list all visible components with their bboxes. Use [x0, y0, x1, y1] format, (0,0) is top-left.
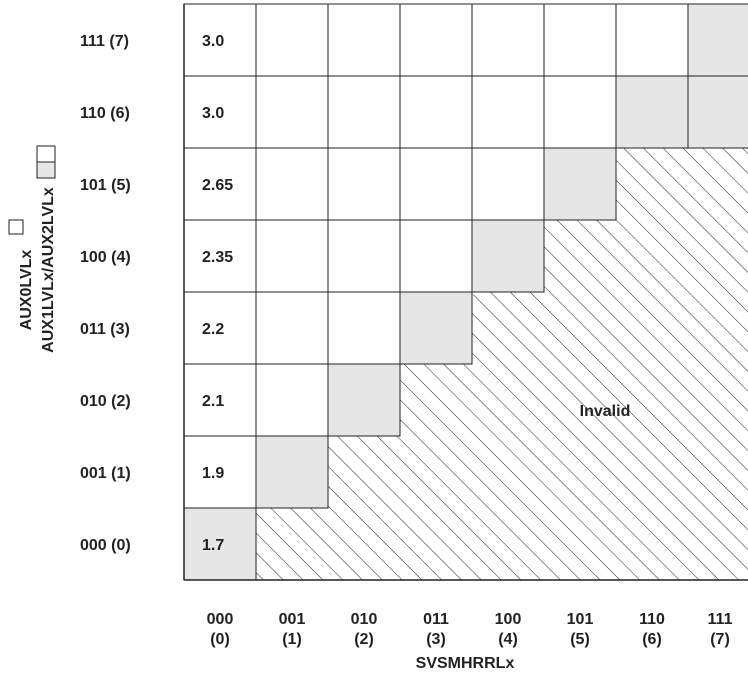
- grid-cell-r7-c4: [471, 3, 545, 77]
- col-code-5: 101: [567, 611, 594, 628]
- grid-cell-r1-c1: [255, 435, 329, 509]
- grid-cell-r4-c0: [183, 219, 257, 293]
- row-label-0: 000 (0): [80, 537, 131, 554]
- row-label-1: 001 (1): [80, 465, 131, 482]
- grid-cell-r4-c3: [399, 219, 473, 293]
- col-index-0: (0): [210, 631, 230, 648]
- cell-value-5: 2.65: [202, 177, 233, 194]
- cell-value-0: 1.7: [202, 537, 224, 554]
- grid-cell-r5-c0: [183, 147, 257, 221]
- aux2-box-icon: [36, 161, 56, 179]
- grid-cell-r5-c2: [327, 147, 401, 221]
- col-code-7: 111: [708, 611, 733, 628]
- col-index-6: (6): [642, 631, 662, 648]
- cell-value-7: 3.0: [202, 33, 224, 50]
- grid-cell-r3-c0: [183, 291, 257, 365]
- grid-cell-r4-c2: [327, 219, 401, 293]
- cell-value-1: 1.9: [202, 465, 224, 482]
- x-axis-title: SVSMHRRLx: [416, 655, 515, 672]
- cell-value-4: 2.35: [202, 249, 233, 266]
- col-index-1: (1): [282, 631, 302, 648]
- row-labels: 111 (7) 110 (6) 101 (5) 100 (4) 011 (3) 010 (…: [80, 33, 131, 554]
- col-code-6: 110: [639, 611, 665, 628]
- grid-cell-r6-c1: [255, 75, 329, 149]
- grid-cell-r6-c4: [471, 75, 545, 149]
- grid-cell-r7-c2: [327, 3, 401, 77]
- grid-cell-r6-c3: [399, 75, 473, 149]
- y-axis-title-line2: AUX1LVLx/AUX2LVLx: [40, 187, 57, 353]
- col-code-0: 000: [207, 611, 234, 628]
- col-index-4: (4): [498, 631, 518, 648]
- invalid-label: Invalid: [580, 403, 631, 420]
- grid-cell-r5-c5: [543, 147, 617, 221]
- col-index-7: (7): [710, 631, 730, 648]
- col-code-2: 010: [351, 611, 378, 628]
- y-axis-title-line1: AUX0LVLx: [18, 250, 35, 331]
- row-label-3: 011 (3): [80, 321, 130, 338]
- invalid-region: [256, 148, 748, 580]
- col-index-3: (3): [426, 631, 446, 648]
- y-axis-title-1: AUX0LVLx: [18, 250, 35, 331]
- grid-cell-r5-c3: [399, 147, 473, 221]
- grid-cell-r3-c1: [255, 291, 329, 365]
- grid-cell-r2-c1: [255, 363, 329, 437]
- grid-cell-r4-c1: [255, 219, 329, 293]
- cell-value-6: 3.0: [202, 105, 224, 122]
- row-label-4: 100 (4): [80, 249, 131, 266]
- grid-cell-r6-c2: [327, 75, 401, 149]
- grid-cell-r7-c5: [543, 3, 617, 77]
- aux0-box-icon: [8, 219, 24, 235]
- col-code-4: 100: [495, 611, 522, 628]
- grid-cell-r7-c6: [615, 3, 689, 77]
- y-axis-title-2: AUX1LVLx/AUX2LVLx: [40, 187, 57, 353]
- grid-cell-r6-c6: [615, 75, 689, 149]
- cell-value-2: 2.1: [202, 393, 224, 410]
- first-column-values: 3.0 3.0 2.65 2.35 2.2 2.1 1.9 1.7: [202, 33, 233, 554]
- grid-cell-r7-c1: [255, 3, 329, 77]
- cell-value-3: 2.2: [202, 321, 224, 338]
- col-code-1: 001: [279, 611, 306, 628]
- row-label-5: 101 (5): [80, 177, 131, 194]
- grid-cell-r6-c5: [543, 75, 617, 149]
- column-labels: 000 (0) 001 (1) 010 (2) 011 (3) 100 (4) 101 (5) 110 (…: [207, 611, 733, 648]
- row-label-7: 111 (7): [80, 33, 129, 50]
- grid-cell-r7-c7: [687, 3, 748, 77]
- grid-cell-r5-c4: [471, 147, 545, 221]
- row-label-2: 010 (2): [80, 393, 131, 410]
- grid-cell-r7-c3: [399, 3, 473, 77]
- col-index-2: (2): [354, 631, 374, 648]
- grid-cells: [183, 3, 748, 581]
- grid-cell-r5-c1: [255, 147, 329, 221]
- grid-cell-r3-c3: [399, 291, 473, 365]
- grid-cell-r6-c7: [687, 75, 748, 149]
- row-label-6: 110 (6): [80, 105, 130, 122]
- col-index-5: (5): [570, 631, 590, 648]
- col-code-3: 011: [423, 611, 449, 628]
- grid-cell-r3-c2: [327, 291, 401, 365]
- grid-cell-r2-c2: [327, 363, 401, 437]
- grid-cell-r1-c0: [183, 435, 257, 509]
- grid-cell-r4-c4: [471, 219, 545, 293]
- aux1-box-icon: [36, 145, 56, 163]
